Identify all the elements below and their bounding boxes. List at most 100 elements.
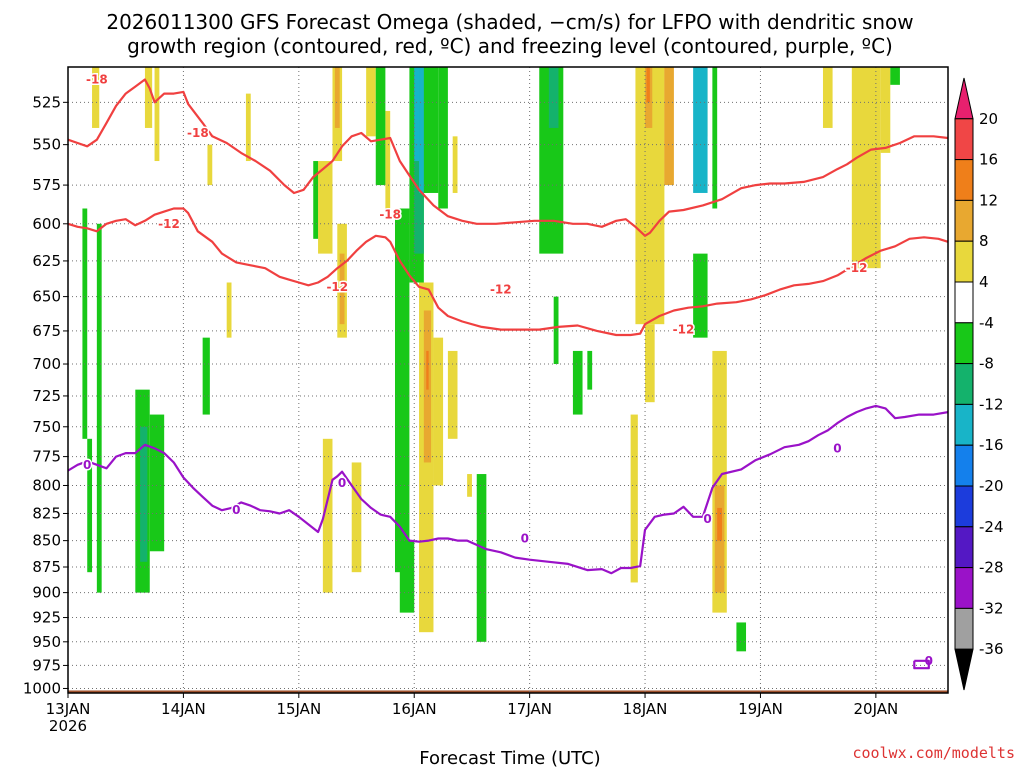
omega-shaded-cell	[822, 67, 833, 128]
y-tick-label: 550	[32, 136, 61, 154]
colorbar-label: -12	[979, 395, 1004, 413]
colorbar-arrow-top	[954, 77, 974, 120]
colorbar-label: 12	[979, 191, 998, 209]
colorbar-label: -8	[979, 355, 994, 373]
x-tick-label: 15JAN	[276, 700, 321, 718]
colorbar-label: -20	[979, 477, 1004, 495]
terrain-strip	[68, 690, 948, 693]
contour-label: -12	[846, 261, 868, 275]
omega-shaded-cell	[712, 67, 718, 209]
colorbar-label: 20	[979, 110, 998, 128]
y-tick-label: 750	[32, 418, 61, 436]
omega-shaded-cell	[587, 350, 593, 390]
y-tick-label: 1000	[23, 679, 61, 697]
omega-shaded-cell	[433, 337, 444, 486]
omega-shaded-cell	[154, 67, 160, 162]
y-tick-label: 625	[32, 252, 61, 270]
y-tick-label: 850	[32, 532, 61, 550]
colorbar-band	[954, 118, 974, 161]
colorbar-band	[954, 199, 974, 242]
omega-shaded-cell	[548, 67, 559, 128]
y-tick-label: 575	[32, 176, 61, 194]
omega-shaded-cell	[366, 67, 376, 137]
omega-shaded-cell	[646, 67, 650, 103]
omega-shaded-cell	[880, 67, 891, 153]
omega-shaded-cell	[572, 350, 583, 415]
y-tick-label: 875	[32, 558, 61, 576]
omega-shaded-cell	[144, 67, 153, 128]
colorbar-band	[954, 322, 974, 365]
omega-shaded-cell	[447, 350, 458, 439]
omega-shaded-cell	[476, 474, 487, 642]
omega-shaded-cell	[339, 253, 345, 325]
y-tick-label: 700	[32, 355, 61, 373]
colorbar-band	[954, 240, 974, 283]
colorbar-label: 8	[979, 232, 989, 250]
colorbar-label: -16	[979, 436, 1004, 454]
x-tick-sublabel: 2026	[49, 717, 87, 735]
omega-shaded-cell	[92, 67, 100, 128]
omega-shaded-cell	[245, 93, 251, 162]
omega-shaded-cell	[553, 296, 559, 365]
contour-line	[68, 207, 948, 337]
omega-shaded-cell	[452, 136, 458, 193]
omega-shaded-cell	[664, 67, 674, 186]
omega-shaded-cell	[693, 253, 708, 338]
omega-shaded-cell	[649, 223, 665, 297]
omega-shaded-cell	[693, 67, 708, 193]
y-tick-label: 950	[32, 633, 61, 651]
omega-shaded-cell	[351, 462, 362, 573]
colorbar-band	[954, 485, 974, 528]
contour-label: 0	[232, 503, 240, 517]
x-tick-label: 13JAN	[46, 700, 91, 718]
x-tick-label: 14JAN	[161, 700, 206, 718]
y-tick-label: 925	[32, 609, 61, 627]
y-tick-label: 900	[32, 584, 61, 602]
omega-shaded-cell	[202, 337, 210, 415]
contour-label: 0	[833, 441, 841, 455]
y-tick-label: 800	[32, 476, 61, 494]
contour-label: -18	[379, 208, 401, 222]
y-tick-label: 775	[32, 448, 61, 466]
omega-shaded-cell	[659, 67, 665, 224]
colorbar-band	[954, 444, 974, 487]
colorbar-arrow-bottom	[954, 648, 974, 691]
x-axis-label: Forecast Time (UTC)	[419, 748, 600, 768]
omega-shaded-cell	[375, 67, 386, 186]
colorbar-label: 4	[979, 273, 989, 291]
colorbar-band	[954, 363, 974, 405]
omega-shaded-cell	[82, 208, 88, 439]
colorbar: 20 16 12 8 4 -4 -8 -12 -16 -20 -24 -28 -32 -36	[954, 77, 1004, 691]
grid	[68, 67, 948, 693]
x-tick-label: 18JAN	[623, 700, 668, 718]
omega-shaded-cell	[207, 144, 213, 186]
omega-shaded-cell	[645, 324, 655, 403]
contour-label: 0	[703, 512, 711, 526]
contour-line	[68, 404, 948, 575]
omega-shaded-cell	[414, 67, 420, 162]
contour-label: -12	[673, 323, 695, 337]
credit-text[interactable]: coolwx.com/modelts	[852, 744, 1015, 762]
omega-shaded-cell	[385, 110, 391, 209]
plot-frame	[67, 66, 949, 694]
x-tick-label: 20JAN	[854, 700, 899, 718]
contour-label: -12	[490, 283, 512, 297]
y-tick-label: 725	[32, 387, 61, 405]
omega-shaded-cell	[426, 350, 429, 390]
colorbar-label: -24	[979, 518, 1004, 536]
colorbar-band	[954, 159, 974, 201]
omega-shaded-cell	[423, 67, 439, 193]
omega-shaded-cell	[87, 438, 93, 573]
x-tick-label: 17JAN	[507, 700, 552, 718]
contour-label: 0	[83, 458, 91, 472]
colorbar-band	[954, 567, 974, 609]
y-tick-label: 675	[32, 322, 61, 340]
omega-shaded-cell	[467, 474, 472, 497]
contour-label: -12	[326, 280, 348, 294]
plot-area: -18-18-18-12-12 -12-12-120000000525550575…	[23, 66, 949, 735]
colorbar-label: -4	[979, 314, 994, 332]
contour-label: 0	[338, 476, 346, 490]
omega-shaded-cell	[149, 414, 165, 552]
omega-shaded-cell	[630, 414, 638, 583]
